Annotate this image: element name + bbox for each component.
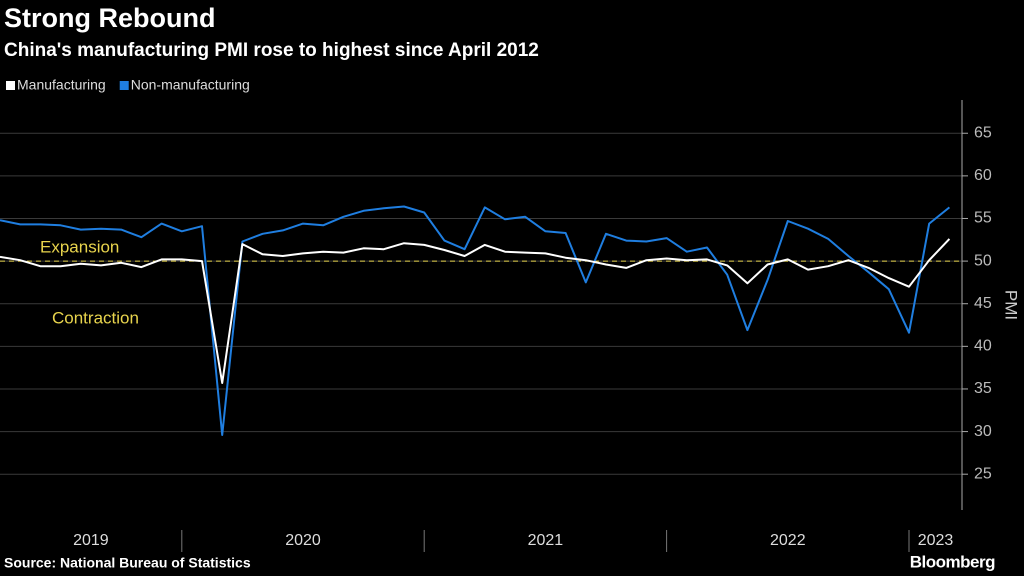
line-series (0, 238, 951, 384)
x-tick-label: 2023 (918, 532, 954, 549)
y-tick-label: 50 (974, 252, 992, 269)
legend-label: Manufacturing (17, 77, 106, 93)
line-series (0, 205, 951, 436)
legend-swatch (6, 81, 15, 90)
y-axis-label: PMI (1002, 290, 1021, 320)
x-tick-label: 2020 (285, 532, 321, 549)
x-tick-label: 2022 (770, 532, 806, 549)
chart-title: Strong Rebound (4, 3, 215, 33)
annotation: Expansion (40, 238, 119, 257)
y-tick-label: 65 (974, 124, 992, 141)
y-tick-label: 40 (974, 338, 992, 355)
x-tick-label: 2021 (528, 532, 564, 549)
y-tick-label: 35 (974, 380, 992, 397)
y-tick-label: 25 (974, 465, 992, 482)
chart-subtitle: China's manufacturing PMI rose to highes… (4, 40, 539, 61)
y-tick-label: 55 (974, 210, 992, 227)
source: Source: National Bureau of Statistics (4, 555, 251, 571)
x-tick-label: 2019 (73, 532, 109, 549)
brand: Bloomberg (910, 552, 995, 571)
y-tick-label: 45 (974, 295, 992, 312)
annotation: Contraction (52, 309, 139, 328)
legend-label: Non-manufacturing (131, 77, 250, 93)
y-tick-label: 60 (974, 167, 992, 184)
legend-swatch (119, 81, 129, 90)
y-tick-label: 30 (974, 423, 992, 440)
